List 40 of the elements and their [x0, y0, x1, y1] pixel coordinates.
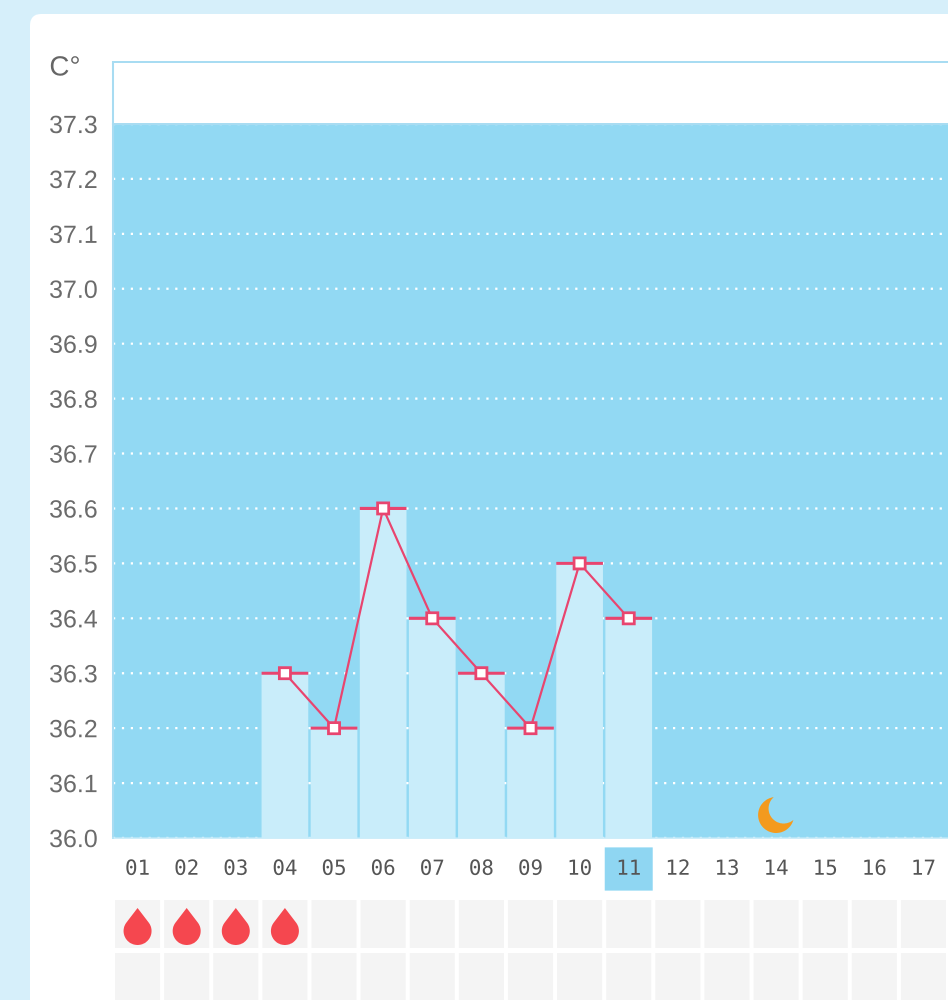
y-tick-label: 37.2: [50, 170, 96, 188]
y-tick-label: 36.8: [50, 390, 97, 408]
y-axis-title: C°: [50, 56, 79, 76]
point: [572, 556, 587, 570]
y-tick-label: 36.2: [50, 720, 96, 738]
point: [425, 611, 440, 626]
x-tick-label: 12: [668, 859, 689, 875]
x-tick-label: 07: [421, 859, 444, 876]
point: [327, 721, 341, 736]
x-tick-label: 14: [766, 860, 788, 875]
x-tick-label: 13: [716, 859, 738, 876]
point: [622, 611, 636, 626]
point: [376, 502, 390, 516]
y-tick-label: 36.0: [50, 830, 97, 848]
x-tick-label: 09: [519, 859, 542, 876]
point: [474, 666, 488, 680]
y-tick-label: 37.3: [50, 116, 97, 134]
y-tick-label: 36.7: [50, 445, 96, 463]
x-tick-label: 16: [864, 859, 886, 876]
x-tick-label: 11: [618, 860, 640, 875]
y-tick-label: 36.6: [50, 500, 97, 518]
x-tick-label: 01: [126, 859, 149, 876]
y-tick-label: 36.1: [50, 774, 97, 792]
x-tick-label: 03: [224, 859, 247, 876]
y-tick-label: 37.1: [50, 225, 97, 244]
x-tick-label: 05: [322, 859, 345, 876]
y-tick-label: 36.5: [50, 554, 97, 573]
x-tick-label: 06: [372, 859, 394, 876]
point: [278, 666, 292, 680]
x-tick-label: 10: [570, 859, 591, 876]
x-tick-label: 15: [815, 860, 836, 876]
y-tick-label: 36.3: [50, 664, 97, 683]
y-tick-label: 36.4: [50, 610, 97, 628]
x-tick-label: 17: [913, 860, 934, 875]
point: [524, 721, 538, 736]
y-tick-label: 37.0: [50, 280, 97, 298]
y-tick-label: 36.9: [50, 335, 97, 353]
x-tick-label: 02: [175, 859, 198, 876]
x-tick-label: 04: [274, 859, 296, 876]
x-tick-label: 08: [470, 859, 493, 876]
